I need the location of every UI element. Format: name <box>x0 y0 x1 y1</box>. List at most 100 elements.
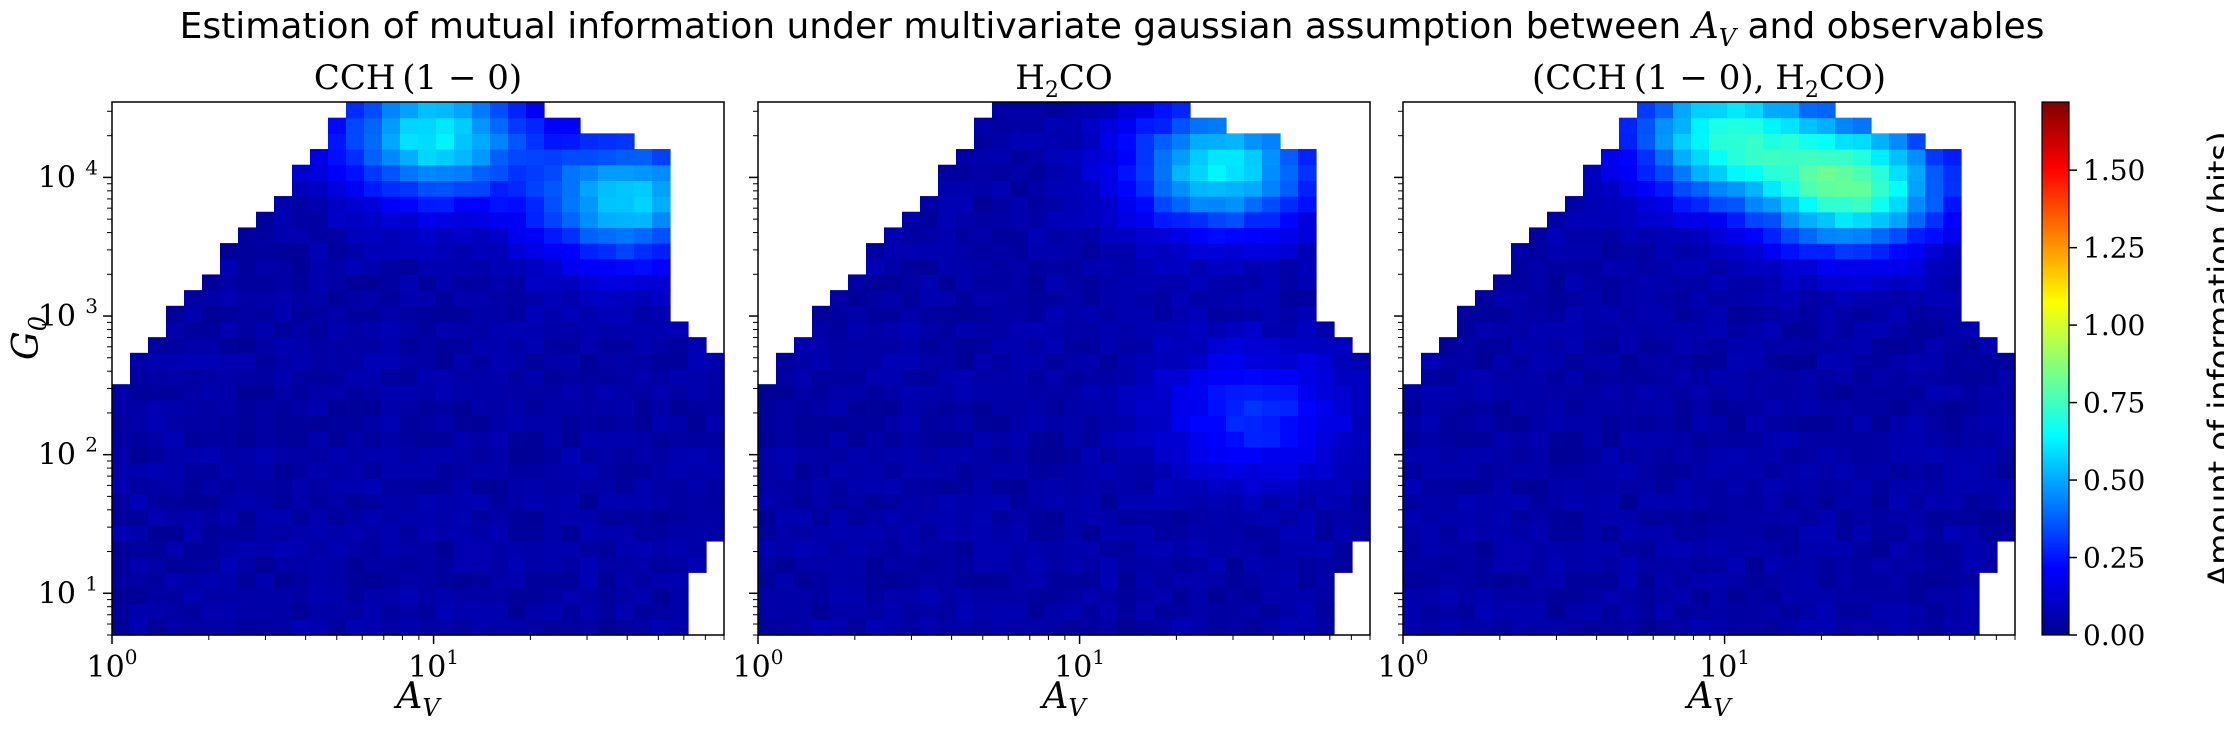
heatmap-cell <box>1298 352 1317 370</box>
heatmap-cell <box>1799 352 1818 370</box>
heatmap-cell <box>1979 399 1998 417</box>
heatmap-cell <box>328 399 347 417</box>
heatmap-cell <box>310 493 329 511</box>
heatmap-cell <box>848 493 867 511</box>
heatmap-cell <box>526 509 545 526</box>
heatmap-cell <box>652 180 671 197</box>
heatmap-cell <box>1226 415 1245 432</box>
heatmap-cell <box>1298 603 1317 620</box>
heatmap-cell <box>706 415 725 432</box>
heatmap-cell <box>1529 227 1548 244</box>
heatmap-cell <box>1475 305 1494 323</box>
heatmap-cell <box>1619 478 1638 495</box>
heatmap-cell <box>1637 227 1656 244</box>
heatmap-cell <box>1244 446 1263 464</box>
heatmap-cell <box>202 525 221 542</box>
heatmap-cell <box>130 368 149 385</box>
heatmap-cell <box>1421 556 1440 573</box>
heatmap-cell <box>418 572 437 589</box>
heatmap-cell <box>1907 431 1926 448</box>
heatmap-cell <box>1064 415 1083 432</box>
heatmap-cell <box>884 572 903 589</box>
heatmap-cell <box>1529 540 1548 558</box>
heatmap-cell <box>292 352 311 370</box>
x-tick-exponent: 0 <box>771 645 784 669</box>
heatmap-cell <box>884 305 903 323</box>
heatmap-cell <box>274 493 293 511</box>
heatmap-cell <box>1565 196 1584 213</box>
heatmap-cell <box>1136 478 1155 495</box>
heatmap-cell <box>1745 337 1764 354</box>
heatmap-cell <box>1925 478 1944 495</box>
heatmap-cell <box>1172 572 1191 589</box>
heatmap-cell <box>1046 258 1065 276</box>
heatmap-cell <box>974 164 993 181</box>
x-tick-exponent: 1 <box>446 645 459 669</box>
heatmap-cell <box>1190 164 1209 181</box>
heatmap-cell <box>1403 556 1422 573</box>
heatmap-cell <box>794 509 813 526</box>
heatmap-cell <box>1136 337 1155 354</box>
heatmap-cell <box>1511 243 1530 260</box>
heatmap-cell <box>1979 540 1998 558</box>
heatmap-cell <box>1118 133 1137 150</box>
heatmap-cell <box>1298 384 1317 401</box>
heatmap-cell <box>992 117 1011 134</box>
heatmap-cell <box>544 603 563 620</box>
heatmap-cell <box>1601 258 1620 276</box>
heatmap-cell <box>974 352 993 370</box>
heatmap-cell <box>776 431 795 448</box>
heatmap-cell <box>328 352 347 370</box>
heatmap-cell <box>1727 133 1746 150</box>
heatmap-cell <box>292 415 311 432</box>
heatmap-cell <box>1853 415 1872 432</box>
heatmap-cell <box>1691 290 1710 307</box>
heatmap-cell <box>848 619 867 636</box>
heatmap-cell <box>866 509 885 526</box>
heatmap-cell <box>652 258 671 276</box>
heatmap-cell <box>382 431 401 448</box>
heatmap-cell <box>1511 431 1530 448</box>
heatmap-cell <box>364 462 383 479</box>
heatmap-cell <box>562 493 581 511</box>
heatmap-cell <box>1262 478 1281 495</box>
heatmap-cell <box>1817 540 1836 558</box>
heatmap-cell <box>1853 133 1872 150</box>
heatmap-cell <box>1010 619 1029 636</box>
heatmap-cell <box>1781 556 1800 573</box>
heatmap-cell <box>1493 368 1512 385</box>
heatmap-cell <box>1619 399 1638 417</box>
heatmap-cell <box>580 368 599 385</box>
heatmap-cell <box>598 619 617 636</box>
heatmap-cell <box>1262 274 1281 291</box>
heatmap-cell <box>1943 587 1962 605</box>
heatmap-cell <box>148 384 167 401</box>
heatmap-cell <box>670 556 689 573</box>
heatmap-cell <box>1853 164 1872 181</box>
heatmap-cell <box>1244 525 1263 542</box>
heatmap-cell <box>1280 525 1299 542</box>
heatmap-cell <box>328 384 347 401</box>
heatmap-cell <box>1961 493 1980 511</box>
heatmap-cell <box>544 196 563 213</box>
heatmap-cell <box>1709 211 1728 229</box>
heatmap-cell <box>1046 446 1065 464</box>
heatmap-cell <box>1064 352 1083 370</box>
heatmap-cell <box>1835 603 1854 620</box>
heatmap-cell <box>1871 352 1890 370</box>
heatmap-cell <box>1190 587 1209 605</box>
heatmap-cell <box>400 462 419 479</box>
heatmap-cell <box>956 290 975 307</box>
heatmap-cell <box>1817 227 1836 244</box>
heatmap-cell <box>1262 603 1281 620</box>
heatmap-cell <box>688 556 707 573</box>
heatmap-cell <box>758 462 777 479</box>
heatmap-cell <box>1925 211 1944 229</box>
heatmap-cell <box>652 525 671 542</box>
heatmap-cell <box>1064 509 1083 526</box>
heatmap-cell <box>1835 415 1854 432</box>
heatmap-cell <box>1082 572 1101 589</box>
heatmap-cell <box>776 587 795 605</box>
heatmap-cell <box>1655 556 1674 573</box>
heatmap-cell <box>364 274 383 291</box>
